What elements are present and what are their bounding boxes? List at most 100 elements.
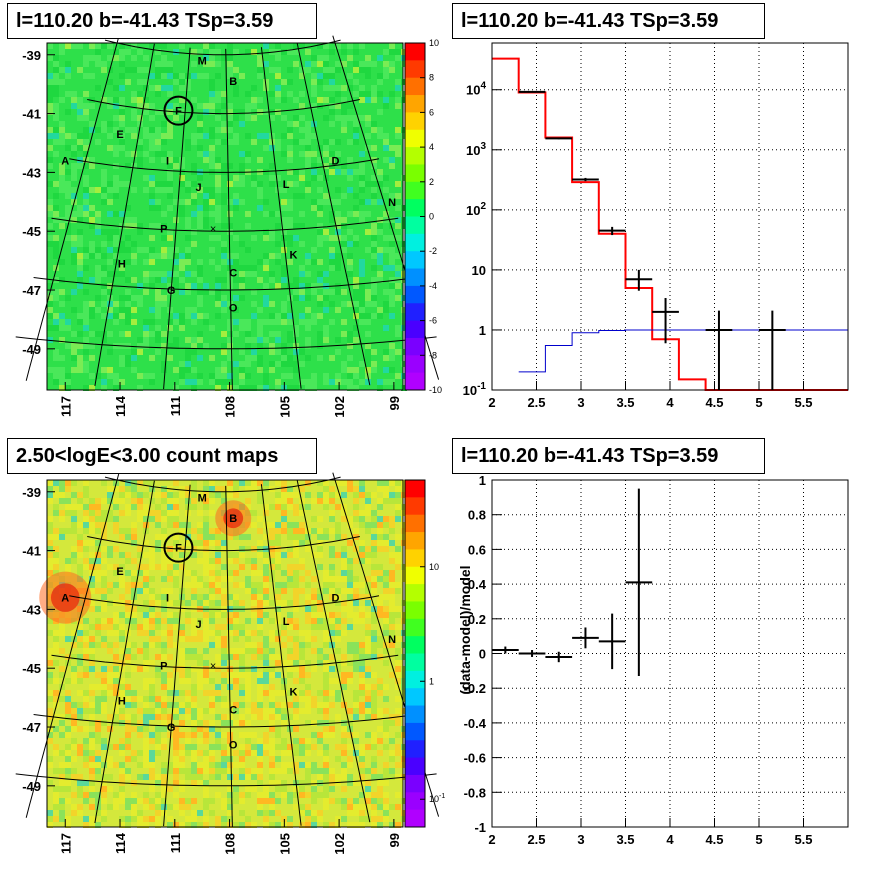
map-pixel <box>317 301 323 307</box>
map-pixel <box>305 612 311 618</box>
map-pixel <box>323 379 329 385</box>
map-pixel <box>47 127 53 133</box>
map-pixel <box>287 121 293 127</box>
map-pixel <box>215 762 221 768</box>
map-pixel <box>191 379 197 385</box>
map-pixel <box>149 283 155 289</box>
map-pixel <box>329 588 335 594</box>
map-pixel <box>155 133 161 139</box>
map-pixel <box>287 612 293 618</box>
map-pixel <box>101 708 107 714</box>
map-pixel <box>371 618 377 624</box>
map-pixel <box>125 588 131 594</box>
map-pixel <box>107 678 113 684</box>
map-pixel <box>161 762 167 768</box>
y-tick-label: -0.4 <box>464 716 487 731</box>
map-pixel <box>299 534 305 540</box>
map-pixel <box>83 247 89 253</box>
map-pixel <box>101 690 107 696</box>
map-pixel <box>287 750 293 756</box>
map-pixel <box>287 576 293 582</box>
map-pixel <box>215 175 221 181</box>
map-pixel <box>263 265 269 271</box>
map-pixel <box>251 588 257 594</box>
map-pixel <box>227 624 233 630</box>
map-pixel <box>401 672 407 678</box>
map-pixel <box>173 780 179 786</box>
map-pixel <box>401 295 407 301</box>
map-pixel <box>221 654 227 660</box>
map-pixel <box>377 684 383 690</box>
map-pixel <box>131 486 137 492</box>
map-pixel <box>371 247 377 253</box>
map-pixel <box>179 600 185 606</box>
map-pixel <box>209 109 215 115</box>
map-pixel <box>173 612 179 618</box>
map-pixel <box>395 271 401 277</box>
map-pixel <box>245 630 251 636</box>
map-pixel <box>65 385 71 391</box>
map-pixel <box>221 660 227 666</box>
map-pixel <box>329 492 335 498</box>
map-pixel <box>293 576 299 582</box>
map-pixel <box>71 654 77 660</box>
map-pixel <box>323 756 329 762</box>
map-pixel <box>59 277 65 283</box>
map-pixel <box>65 187 71 193</box>
map-pixel <box>281 223 287 229</box>
map-pixel <box>233 582 239 588</box>
map-pixel <box>185 732 191 738</box>
map-pixel <box>377 600 383 606</box>
map-pixel <box>371 714 377 720</box>
map-pixel <box>365 714 371 720</box>
map-pixel <box>113 271 119 277</box>
map-pixel <box>149 684 155 690</box>
map-pixel <box>281 708 287 714</box>
map-pixel <box>131 624 137 630</box>
map-pixel <box>167 714 173 720</box>
map-pixel <box>167 732 173 738</box>
map-pixel <box>287 624 293 630</box>
map-pixel <box>221 672 227 678</box>
map-pixel <box>113 672 119 678</box>
map-pixel <box>83 151 89 157</box>
map-pixel <box>179 325 185 331</box>
map-pixel <box>95 43 101 49</box>
map-pixel <box>137 373 143 379</box>
map-pixel <box>143 678 149 684</box>
map-pixel <box>65 750 71 756</box>
map-pixel <box>347 331 353 337</box>
map-pixel <box>167 684 173 690</box>
map-pixel <box>197 277 203 283</box>
map-pixel <box>401 528 407 534</box>
map-pixel <box>95 618 101 624</box>
map-pixel <box>47 564 53 570</box>
y-tick-label: -39 <box>22 48 41 63</box>
map-pixel <box>401 325 407 331</box>
map-pixel <box>155 61 161 67</box>
map-pixel <box>161 642 167 648</box>
map-pixel <box>209 355 215 361</box>
y-tick-label: -0.2 <box>464 681 486 696</box>
map-pixel <box>77 630 83 636</box>
map-pixel <box>101 301 107 307</box>
map-pixel <box>89 738 95 744</box>
map-pixel <box>353 91 359 97</box>
map-pixel <box>311 768 317 774</box>
map-pixel <box>371 229 377 235</box>
map-pixel <box>299 91 305 97</box>
map-pixel <box>323 73 329 79</box>
map-pixel <box>317 187 323 193</box>
map-pixel <box>227 229 233 235</box>
colorbar-tick-label: -2 <box>429 246 437 256</box>
source-label-O: O <box>229 740 238 752</box>
grid-meridian <box>163 484 191 827</box>
map-pixel <box>347 169 353 175</box>
map-pixel <box>197 343 203 349</box>
map-pixel <box>251 654 257 660</box>
map-pixel <box>143 738 149 744</box>
map-pixel <box>383 235 389 241</box>
map-pixel <box>173 600 179 606</box>
map-pixel <box>149 786 155 792</box>
map-pixel <box>185 690 191 696</box>
